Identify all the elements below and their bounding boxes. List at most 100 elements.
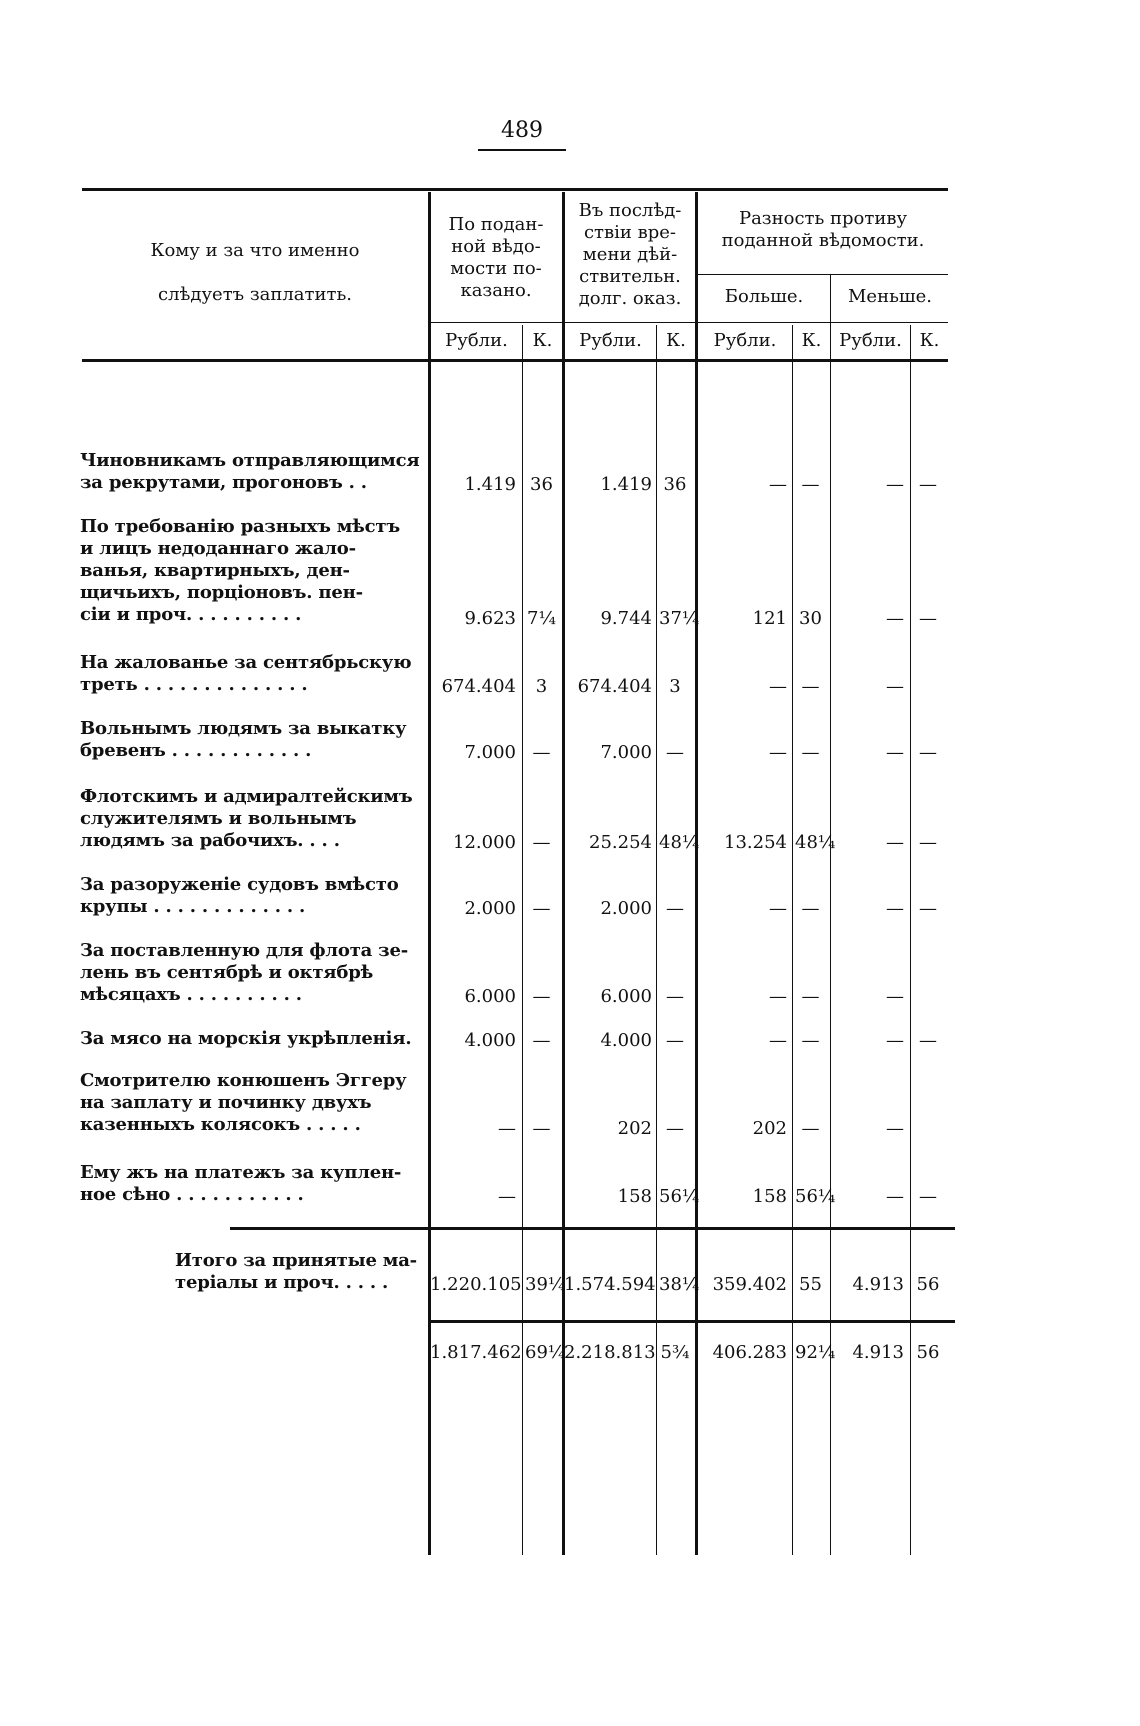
kopecks-cell: — [919, 898, 937, 919]
kopecks-cell: — [532, 832, 551, 853]
kopecks-cell: — [666, 986, 684, 1007]
kopecks-cell: 30 [799, 608, 822, 629]
rubles-cell: — [769, 676, 787, 697]
subtotal-rule [230, 1227, 955, 1230]
header-recipient: Кому и за что именно слѣдуетъ заплатить. [150, 240, 360, 305]
col-divider [522, 325, 523, 1555]
rubles-cell: 13.254 [724, 832, 787, 853]
kopecks-cell: 56¼ [795, 1186, 836, 1207]
rubles-cell: — [498, 1118, 516, 1139]
rubles-cell: — [498, 1186, 516, 1207]
table-row: Чиновникамъ отправляющимся за рекрутами,… [80, 450, 950, 496]
rubles-cell: 359.402 [712, 1274, 787, 1295]
rubles-cell: — [886, 676, 904, 697]
row-label: По требованію разныхъ мѣстъ и лицъ недод… [80, 516, 400, 625]
diff-subheader-rule [695, 274, 948, 275]
rubles-cell: — [886, 608, 904, 629]
kopecks-cell: — [801, 898, 820, 919]
row-label: Смотрителю конюшенъ Эггеру на заплату и … [80, 1070, 407, 1135]
unit-rubles: Рубли. [713, 330, 777, 351]
unit-kopecks: К. [801, 330, 822, 351]
rubles-cell: — [886, 1186, 904, 1207]
col-divider [428, 192, 431, 1555]
kopecks-cell: 56 [916, 1342, 940, 1363]
kopecks-cell: 92¼ [795, 1342, 836, 1363]
kopecks-cell: 48¼ [659, 832, 700, 853]
rubles-cell: 4.000 [464, 1030, 516, 1051]
table-row: За разоруженіе судовъ вмѣсто крупы . . .… [80, 874, 950, 920]
units-rule [428, 322, 948, 323]
kopecks-cell: — [919, 1186, 937, 1207]
kopecks-cell: — [532, 1030, 551, 1051]
kopecks-cell: 69¼ [525, 1342, 566, 1363]
kopecks-cell: — [666, 742, 684, 763]
col-divider [910, 325, 911, 1555]
rubles-cell: 25.254 [589, 832, 652, 853]
rubles-cell: 158 [617, 1186, 652, 1207]
rubles-cell: 674.404 [577, 676, 652, 697]
header-difference: Разность противу поданной вѣдомости. [721, 208, 925, 251]
kopecks-cell: — [919, 1030, 937, 1051]
unit-kopecks: К. [666, 330, 686, 351]
kopecks-cell: — [919, 474, 937, 495]
rubles-cell: 4.913 [852, 1274, 904, 1295]
rubles-cell: 202 [752, 1118, 787, 1139]
unit-kopecks: К. [532, 330, 553, 351]
kopecks-cell: 3 [669, 676, 681, 697]
kopecks-cell: 5¾ [660, 1342, 690, 1363]
header-less: Меньше. [848, 286, 932, 307]
table-row: За поставленную для флота зе- лень въ се… [80, 940, 950, 1008]
kopecks-cell: — [801, 474, 820, 495]
kopecks-cell: 56 [916, 1274, 940, 1295]
kopecks-cell: — [801, 1030, 820, 1051]
kopecks-cell: — [919, 832, 937, 853]
kopecks-cell: — [801, 676, 820, 697]
table-row: На жалованье за сентябрьскую треть . . .… [80, 652, 950, 698]
kopecks-cell: — [532, 742, 551, 763]
row-label: Флотскимъ и адмиралтейскимъ служителямъ … [80, 786, 413, 851]
col-divider [830, 275, 831, 1555]
kopecks-cell: 36 [663, 474, 687, 495]
kopecks-cell: 48¼ [795, 832, 836, 853]
kopecks-cell: 3 [535, 676, 548, 697]
row-label: Вольнымъ людямъ за выкатку бревенъ . . .… [80, 718, 407, 761]
rubles-cell: — [886, 986, 904, 1007]
total-row: 1.817.462 69¼ 2.218.813 5¾ 406.283 92¼ 4.913 56 [80, 1340, 950, 1364]
kopecks-cell: 39¼ [525, 1274, 566, 1295]
kopecks-cell: 7¼ [527, 608, 556, 629]
rubles-cell: 1.574.594 [564, 1274, 656, 1295]
kopecks-cell: — [919, 742, 937, 763]
rubles-cell: — [886, 474, 904, 495]
rubles-cell: — [769, 898, 787, 919]
page-number: 489 [478, 118, 566, 151]
header-reported: По подан- ной вѣдо- мости по- казано. [448, 214, 544, 301]
rubles-cell: 4.000 [600, 1030, 652, 1051]
rubles-cell: — [769, 986, 787, 1007]
rubles-cell: 6.000 [600, 986, 652, 1007]
unit-rubles: Рубли. [839, 330, 902, 351]
row-label: За разоруженіе судовъ вмѣсто крупы . . .… [80, 874, 399, 917]
rubles-cell: 2.000 [600, 898, 652, 919]
rubles-cell: 1.419 [464, 474, 516, 495]
rubles-cell: — [886, 832, 904, 853]
kopecks-cell: 56¼ [659, 1186, 700, 1207]
row-label: За поставленную для флота зе- лень въ се… [80, 940, 408, 1005]
rubles-cell: 9.623 [464, 608, 516, 629]
header-more: Больше. [724, 286, 804, 307]
table-row: Вольнымъ людямъ за выкатку бревенъ . . .… [80, 718, 950, 764]
kopecks-cell: — [801, 1118, 820, 1139]
rubles-cell: — [769, 474, 787, 495]
rubles-cell: 12.000 [453, 832, 516, 853]
unit-kopecks: К. [919, 330, 940, 351]
rubles-cell: — [769, 1030, 787, 1051]
rubles-cell: 202 [617, 1118, 652, 1139]
kopecks-cell: 36 [530, 474, 553, 495]
header-bottom-rule [82, 359, 948, 362]
rubles-cell: — [886, 1030, 904, 1051]
top-rule [82, 188, 948, 191]
rubles-cell: 121 [752, 608, 787, 629]
kopecks-cell: — [532, 1118, 551, 1139]
rubles-cell: 158 [752, 1186, 787, 1207]
kopecks-cell: — [532, 986, 551, 1007]
rubles-cell: 7.000 [600, 742, 652, 763]
